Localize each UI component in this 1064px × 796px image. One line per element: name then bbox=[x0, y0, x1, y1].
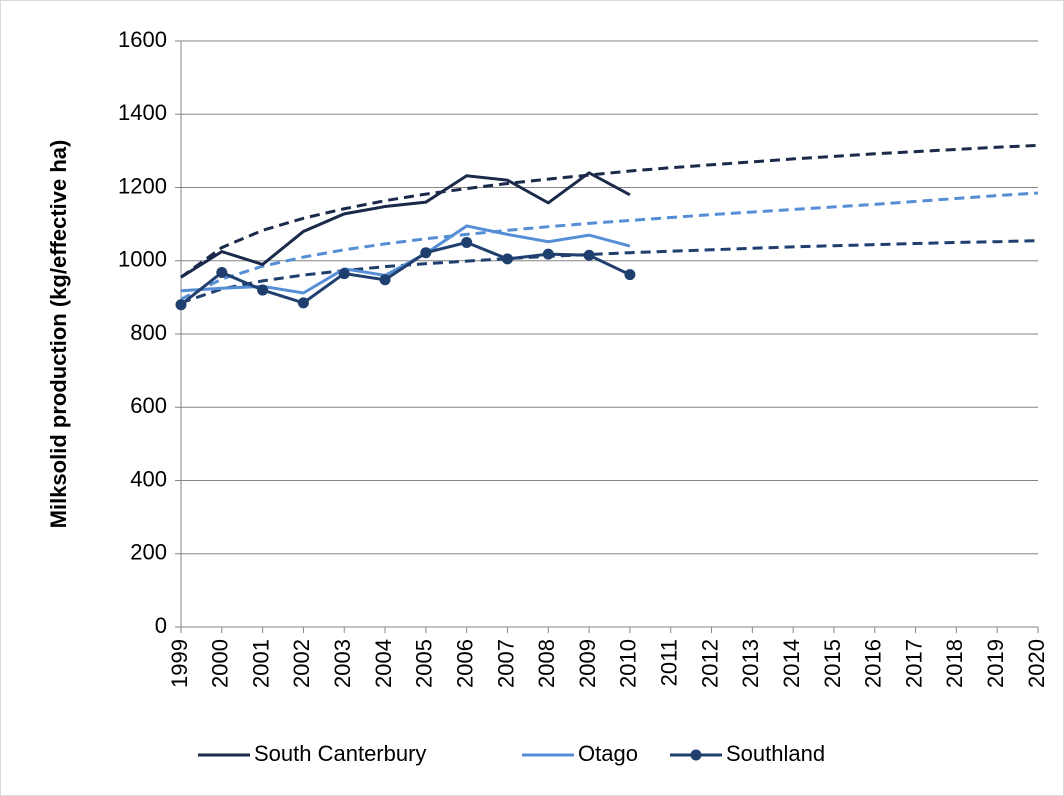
point bbox=[420, 247, 432, 259]
x-tick-label: 2005 bbox=[412, 639, 437, 688]
point bbox=[583, 249, 595, 261]
y-tick-label: 800 bbox=[130, 320, 167, 345]
series-line bbox=[180, 171, 631, 279]
x-tick-label: 2004 bbox=[371, 639, 396, 688]
x-tick-label: 2012 bbox=[697, 639, 722, 688]
x-tick-label: 2020 bbox=[1024, 639, 1049, 688]
trend-line bbox=[180, 191, 1039, 301]
point bbox=[624, 269, 636, 281]
x-tick-label: 2001 bbox=[248, 639, 273, 688]
x-tick-label: 2000 bbox=[208, 639, 233, 688]
x-tick-label: 2003 bbox=[330, 639, 355, 688]
point bbox=[461, 236, 473, 248]
x-tick-label: 2011 bbox=[657, 639, 682, 686]
point bbox=[297, 297, 309, 309]
x-tick-label: 2008 bbox=[534, 639, 559, 688]
y-tick-label: 600 bbox=[130, 393, 167, 418]
y-tick-label: 1600 bbox=[118, 27, 167, 52]
x-tick-label: 2009 bbox=[575, 639, 600, 688]
x-tick-label: 1999 bbox=[167, 639, 192, 688]
point bbox=[257, 284, 269, 296]
x-tick-label: 2006 bbox=[452, 639, 477, 688]
legend-label: Otago bbox=[578, 741, 638, 766]
point bbox=[379, 274, 391, 286]
x-tick-label: 2017 bbox=[901, 639, 926, 688]
y-tick-label: 200 bbox=[130, 540, 167, 565]
x-tick-label: 2015 bbox=[820, 639, 845, 688]
legend-marker bbox=[690, 749, 702, 761]
y-axis-title: Milksolid production (kg/effective ha) bbox=[46, 140, 71, 529]
point bbox=[216, 266, 228, 278]
point bbox=[501, 253, 513, 265]
x-tick-label: 2019 bbox=[983, 639, 1008, 688]
legend-label: South Canterbury bbox=[254, 741, 426, 766]
y-tick-label: 1000 bbox=[118, 247, 167, 272]
legend-label: Southland bbox=[726, 741, 825, 766]
x-tick-label: 2010 bbox=[616, 639, 641, 688]
y-tick-label: 400 bbox=[130, 466, 167, 491]
y-tick-label: 0 bbox=[155, 613, 167, 638]
trend-line bbox=[180, 239, 1039, 305]
series-line bbox=[180, 240, 631, 306]
x-tick-label: 2014 bbox=[779, 639, 804, 688]
point bbox=[542, 248, 554, 260]
x-tick-label: 2002 bbox=[289, 639, 314, 688]
x-tick-label: 2018 bbox=[942, 639, 967, 688]
x-tick-label: 2007 bbox=[493, 639, 518, 688]
point bbox=[175, 299, 187, 311]
x-tick-label: 2016 bbox=[861, 639, 886, 688]
y-tick-label: 1200 bbox=[118, 173, 167, 198]
point bbox=[338, 268, 350, 280]
x-tick-label: 2013 bbox=[738, 639, 763, 688]
y-tick-label: 1400 bbox=[118, 100, 167, 125]
